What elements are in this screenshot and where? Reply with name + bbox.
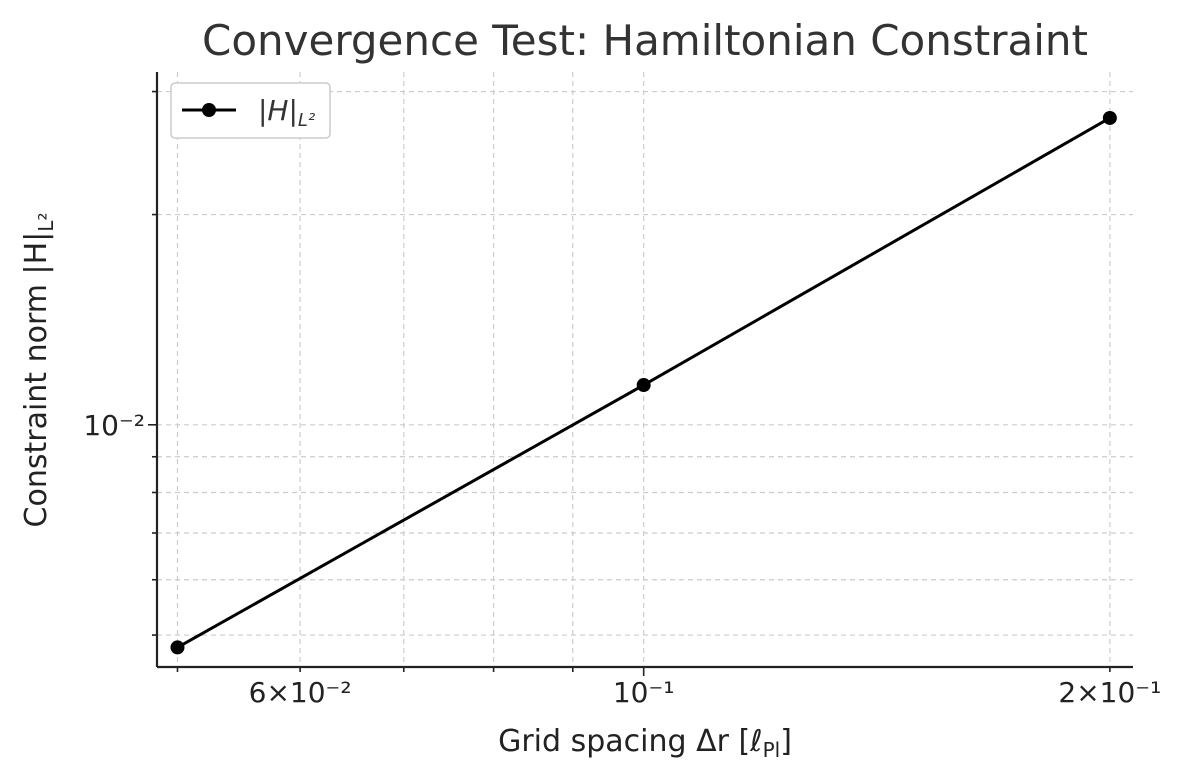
legend: |H|L² <box>170 82 331 139</box>
data-point <box>1102 110 1117 125</box>
legend-label: |H|L² <box>258 94 315 131</box>
legend-box <box>170 82 331 139</box>
series-lines <box>170 110 1117 655</box>
legend-marker-sample <box>202 103 216 117</box>
x-axis-label-sub: Pl <box>763 738 781 762</box>
y-tick-label: 10⁻² <box>83 409 145 442</box>
data-point <box>170 640 185 655</box>
data-point <box>636 378 651 393</box>
y-axis-label: Constraint norm |H|L² <box>19 213 58 528</box>
x-axis-label-end: ] <box>780 724 792 759</box>
grid-lines <box>157 72 1133 667</box>
legend-label-sub: L² <box>298 110 315 131</box>
x-tick-label: 6×10⁻² <box>249 676 352 709</box>
axis-ticks: 6×10⁻² 10⁻¹ 2×10⁻¹ 10⁻² <box>83 90 1161 709</box>
y-axis-label-sub: L² <box>34 213 58 232</box>
x-axis-label: Grid spacing Δr [ℓPl] <box>498 724 792 762</box>
x-tick-label: 10⁻¹ <box>613 676 675 709</box>
chart-title: Convergence Test: Hamiltonian Constraint <box>202 16 1088 65</box>
x-tick-label: 2×10⁻¹ <box>1058 676 1161 709</box>
